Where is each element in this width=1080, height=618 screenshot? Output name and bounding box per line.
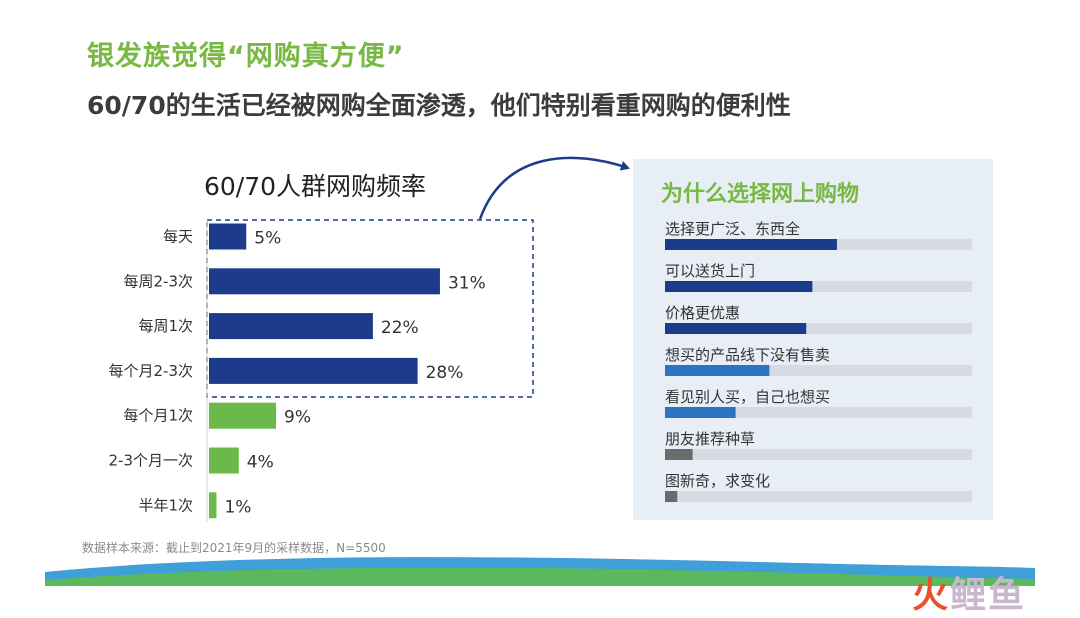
- watermark-part-a: 火: [912, 575, 951, 616]
- reason-label: 看见别人买，自己也想买: [665, 388, 831, 406]
- reason-label: 朋友推荐种草: [665, 430, 756, 448]
- watermark-logo: 火鲤鱼: [912, 566, 1026, 618]
- frequency-category-label: 每个月2-3次: [109, 362, 194, 380]
- frequency-bar: [209, 402, 277, 429]
- frequency-bar: [209, 357, 418, 384]
- reasons-chart-title: 为什么选择网上购物: [661, 182, 860, 207]
- source-note: 数据样本来源：截止到2021年9月的采样数据，N=5500: [82, 541, 386, 555]
- reason-track: [665, 491, 972, 502]
- frequency-bar: [209, 313, 373, 340]
- frequency-bar: [209, 447, 239, 474]
- frequency-category-label: 每个月1次: [123, 407, 193, 425]
- reason-label: 选择更广泛、东西全: [665, 220, 801, 238]
- frequency-data-label: 31%: [448, 273, 486, 293]
- reason-bar: [665, 239, 837, 250]
- reason-bar: [665, 449, 693, 460]
- frequency-category-label: 每周1次: [138, 317, 193, 335]
- frequency-category-label: 2-3个月一次: [109, 452, 194, 470]
- reason-bar: [665, 491, 678, 502]
- highlight-dashed-box: [206, 219, 534, 398]
- frequency-category-label: 每天: [163, 228, 193, 246]
- reason-track: [665, 407, 972, 418]
- frequency-data-label: 22%: [381, 318, 419, 338]
- headline: 银发族觉得“网购真方便”: [87, 41, 405, 72]
- frequency-data-label: 5%: [254, 229, 281, 249]
- reason-bar: [665, 281, 813, 292]
- frequency-data-label: 1%: [224, 497, 251, 517]
- reason-track: [665, 365, 972, 376]
- reason-bar: [665, 407, 736, 418]
- reason-bar: [665, 365, 770, 376]
- reason-track: [665, 281, 972, 292]
- frequency-data-label: 4%: [247, 453, 274, 473]
- reason-track: [665, 449, 972, 460]
- frequency-bar: [209, 223, 247, 250]
- reason-label: 图新奇，求变化: [665, 472, 771, 490]
- frequency-category-label: 半年1次: [138, 496, 193, 514]
- reason-track: [665, 323, 972, 334]
- frequency-data-label: 28%: [426, 363, 464, 383]
- connector-arrow: [478, 156, 630, 220]
- frequency-bar: [209, 492, 217, 519]
- subheadline: 60/70的生活已经被网购全面渗透，他们特别看重网购的便利性: [87, 91, 791, 120]
- bottom-band-white: [0, 586, 1080, 611]
- frequency-bar: [209, 268, 440, 295]
- watermark-part-b: 鲤鱼: [950, 575, 1027, 616]
- frequency-data-label: 9%: [284, 408, 311, 428]
- reason-label: 想买的产品线下没有售卖: [665, 346, 831, 364]
- reason-label: 价格更优惠: [665, 304, 741, 322]
- reason-label: 可以送货上门: [665, 262, 756, 280]
- frequency-chart-title: 60/70人群网购频率: [204, 172, 427, 201]
- reason-bar: [665, 323, 807, 334]
- frequency-category-label: 每周2-3次: [124, 272, 194, 290]
